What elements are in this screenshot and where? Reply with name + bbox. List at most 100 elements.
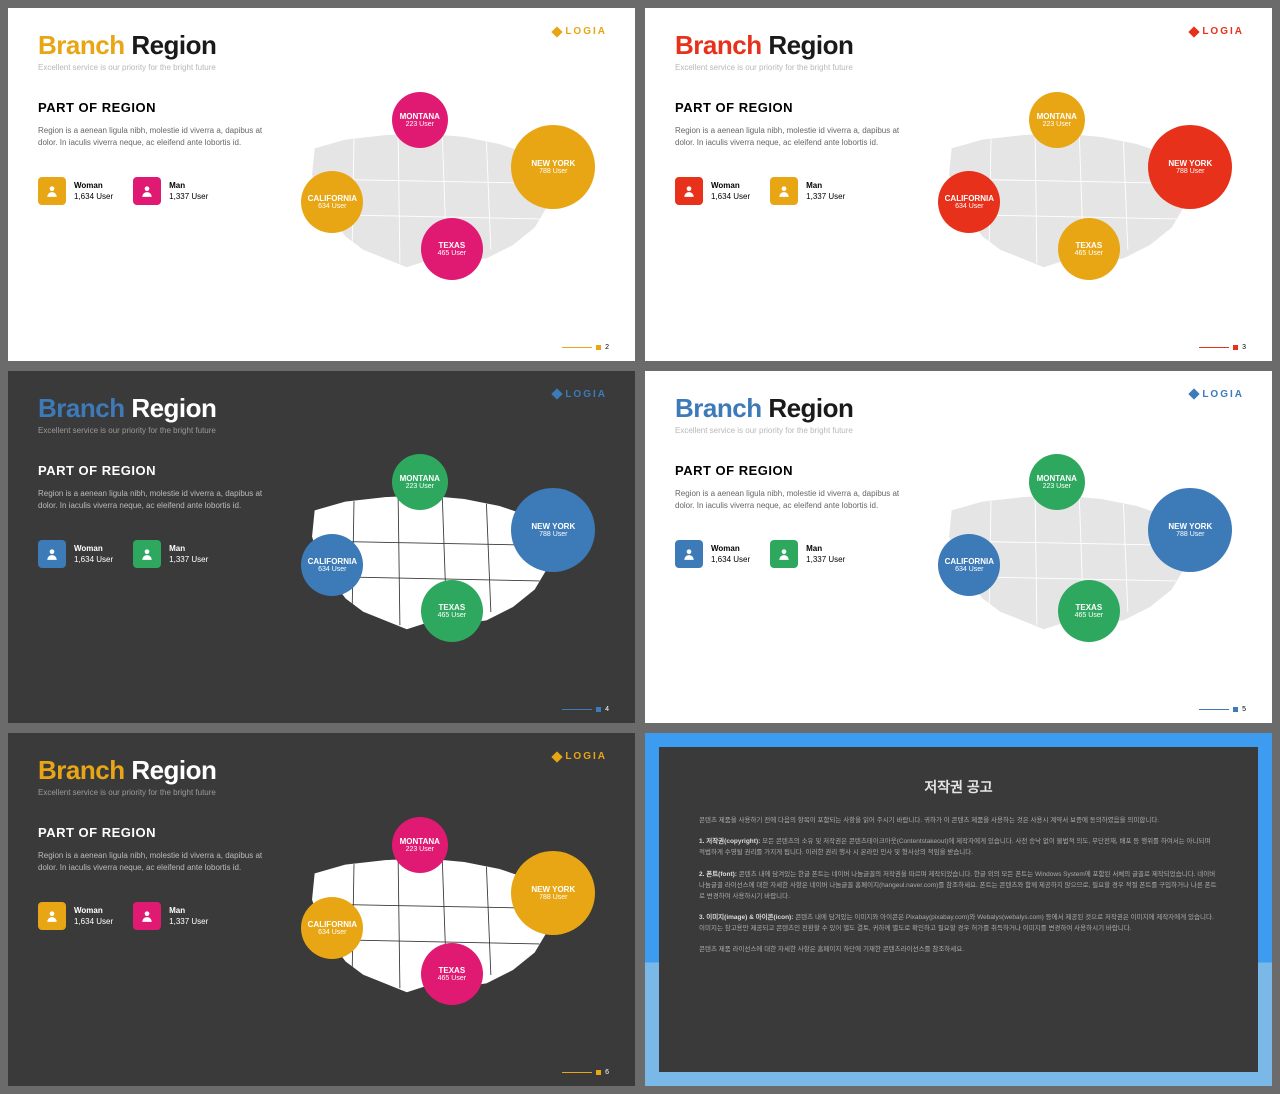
- brand-text: LOGIA: [565, 751, 607, 762]
- woman-label: Woman: [711, 180, 750, 191]
- man-icon: [770, 540, 798, 568]
- bubble-newyork: NEW YORK 788 User: [1148, 125, 1232, 209]
- slide-subtitle: Excellent service is our priority for th…: [675, 426, 1242, 435]
- page-number-value: 5: [1242, 706, 1246, 713]
- slide: LOGIA Branch Region Excellent service is…: [8, 8, 635, 361]
- woman-label: Woman: [74, 180, 113, 191]
- bubble-value: 788 User: [1176, 531, 1204, 538]
- slide: LOGIA Branch Region Excellent service is…: [645, 8, 1272, 361]
- page-number-value: 3: [1242, 344, 1246, 351]
- page-number: 3: [1199, 344, 1246, 351]
- woman-icon: [38, 902, 66, 930]
- logo-diamond-icon: [552, 751, 563, 762]
- section-title: PART OF REGION: [38, 100, 272, 115]
- bubble-value: 223 User: [1043, 483, 1071, 490]
- title-accent: Branch: [675, 30, 762, 60]
- bubble-california: CALIFORNIA 634 User: [938, 534, 1000, 596]
- man-label: Man: [169, 543, 208, 554]
- brand-logo: LOGIA: [553, 26, 607, 37]
- woman-value: 1,634 User: [74, 916, 113, 927]
- title-rest: Region: [131, 30, 216, 60]
- bubble-value: 223 User: [406, 121, 434, 128]
- bubble-value: 634 User: [318, 929, 346, 936]
- bubble-texas: TEXAS 465 User: [421, 580, 483, 642]
- man-icon: [133, 177, 161, 205]
- woman-icon: [38, 540, 66, 568]
- title-rest: Region: [131, 755, 216, 785]
- bubble-name: TEXAS: [439, 603, 466, 612]
- bubble-name: TEXAS: [439, 241, 466, 250]
- bubble-texas: TEXAS 465 User: [1058, 580, 1120, 642]
- man-value: 1,337 User: [806, 191, 845, 202]
- stat-woman: Woman 1,634 User: [675, 540, 750, 568]
- woman-icon: [675, 177, 703, 205]
- bubble-name: NEW YORK: [531, 885, 575, 894]
- slide-title: Branch Region: [675, 30, 1242, 61]
- page-number: 6: [562, 1069, 609, 1076]
- bubble-montana: MONTANA 223 User: [1029, 92, 1085, 148]
- title-rest: Region: [768, 30, 853, 60]
- brand-text: LOGIA: [1202, 389, 1244, 400]
- bubble-name: CALIFORNIA: [945, 557, 994, 566]
- man-value: 1,337 User: [806, 554, 845, 565]
- bubble-montana: MONTANA 223 User: [392, 92, 448, 148]
- bubble-value: 465 User: [438, 975, 466, 982]
- bubble-california: CALIFORNIA 634 User: [301, 897, 363, 959]
- woman-value: 1,634 User: [74, 554, 113, 565]
- title-rest: Region: [131, 393, 216, 423]
- logo-diamond-icon: [552, 389, 563, 400]
- bubble-texas: TEXAS 465 User: [1058, 218, 1120, 280]
- stat-man: Man 1,337 User: [133, 540, 208, 568]
- bubble-newyork: NEW YORK 788 User: [511, 851, 595, 935]
- page-number: 5: [1199, 706, 1246, 713]
- brand-logo: LOGIA: [553, 751, 607, 762]
- brand-text: LOGIA: [565, 26, 607, 37]
- copyright-paragraph: 1. 저작권(copyright): 모든 콘텐츠의 소유 및 저작권은 콘텐츠…: [699, 836, 1218, 858]
- title-rest: Region: [768, 393, 853, 423]
- man-label: Man: [806, 180, 845, 191]
- bubble-name: TEXAS: [439, 966, 466, 975]
- stat-woman: Woman 1,634 User: [675, 177, 750, 205]
- brand-logo: LOGIA: [1190, 389, 1244, 400]
- bubble-newyork: NEW YORK 788 User: [511, 488, 595, 572]
- bubble-newyork: NEW YORK 788 User: [511, 125, 595, 209]
- copyright-slide: 저작권 공고 콘텐츠 제품을 사용하기 전에 다음의 항목이 포함되는 사항을 …: [645, 733, 1272, 1086]
- stat-man: Man 1,337 User: [133, 177, 208, 205]
- copyright-title: 저작권 공고: [699, 777, 1218, 797]
- woman-icon: [38, 177, 66, 205]
- bubble-newyork: NEW YORK 788 User: [1148, 488, 1232, 572]
- page-number-value: 2: [605, 344, 609, 351]
- slide: LOGIA Branch Region Excellent service is…: [8, 371, 635, 724]
- logo-diamond-icon: [552, 26, 563, 37]
- section-description: Region is a aenean ligula nibh, molestie…: [38, 488, 272, 512]
- man-icon: [770, 177, 798, 205]
- title-accent: Branch: [675, 393, 762, 423]
- bubble-value: 634 User: [318, 203, 346, 210]
- section-description: Region is a aenean ligula nibh, molestie…: [675, 488, 909, 512]
- page-number-value: 6: [605, 1069, 609, 1076]
- bubble-value: 465 User: [1075, 250, 1103, 257]
- bubble-value: 465 User: [438, 612, 466, 619]
- woman-value: 1,634 User: [711, 554, 750, 565]
- section-description: Region is a aenean ligula nibh, molestie…: [38, 125, 272, 149]
- bubble-name: MONTANA: [400, 837, 440, 846]
- slide-title: Branch Region: [675, 393, 1242, 424]
- brand-text: LOGIA: [1202, 26, 1244, 37]
- section-title: PART OF REGION: [38, 463, 272, 478]
- us-map: MONTANA 223 User NEW YORK 788 User CALIF…: [282, 463, 605, 673]
- stat-woman: Woman 1,634 User: [38, 177, 113, 205]
- slide-title: Branch Region: [38, 393, 605, 424]
- page-number-value: 4: [605, 706, 609, 713]
- bubble-texas: TEXAS 465 User: [421, 218, 483, 280]
- man-label: Man: [806, 543, 845, 554]
- us-map: MONTANA 223 User NEW YORK 788 User CALIF…: [919, 100, 1242, 310]
- slide-subtitle: Excellent service is our priority for th…: [38, 63, 605, 72]
- bubble-value: 465 User: [1075, 612, 1103, 619]
- bubble-california: CALIFORNIA 634 User: [301, 534, 363, 596]
- man-value: 1,337 User: [169, 916, 208, 927]
- bubble-montana: MONTANA 223 User: [1029, 454, 1085, 510]
- stat-woman: Woman 1,634 User: [38, 902, 113, 930]
- copyright-paragraph: 콘텐츠 제품 라이선스에 대한 자세한 사항은 홈페이지 하단에 기재한 콘텐츠…: [699, 944, 1218, 955]
- brand-text: LOGIA: [565, 389, 607, 400]
- bubble-name: MONTANA: [1037, 112, 1077, 121]
